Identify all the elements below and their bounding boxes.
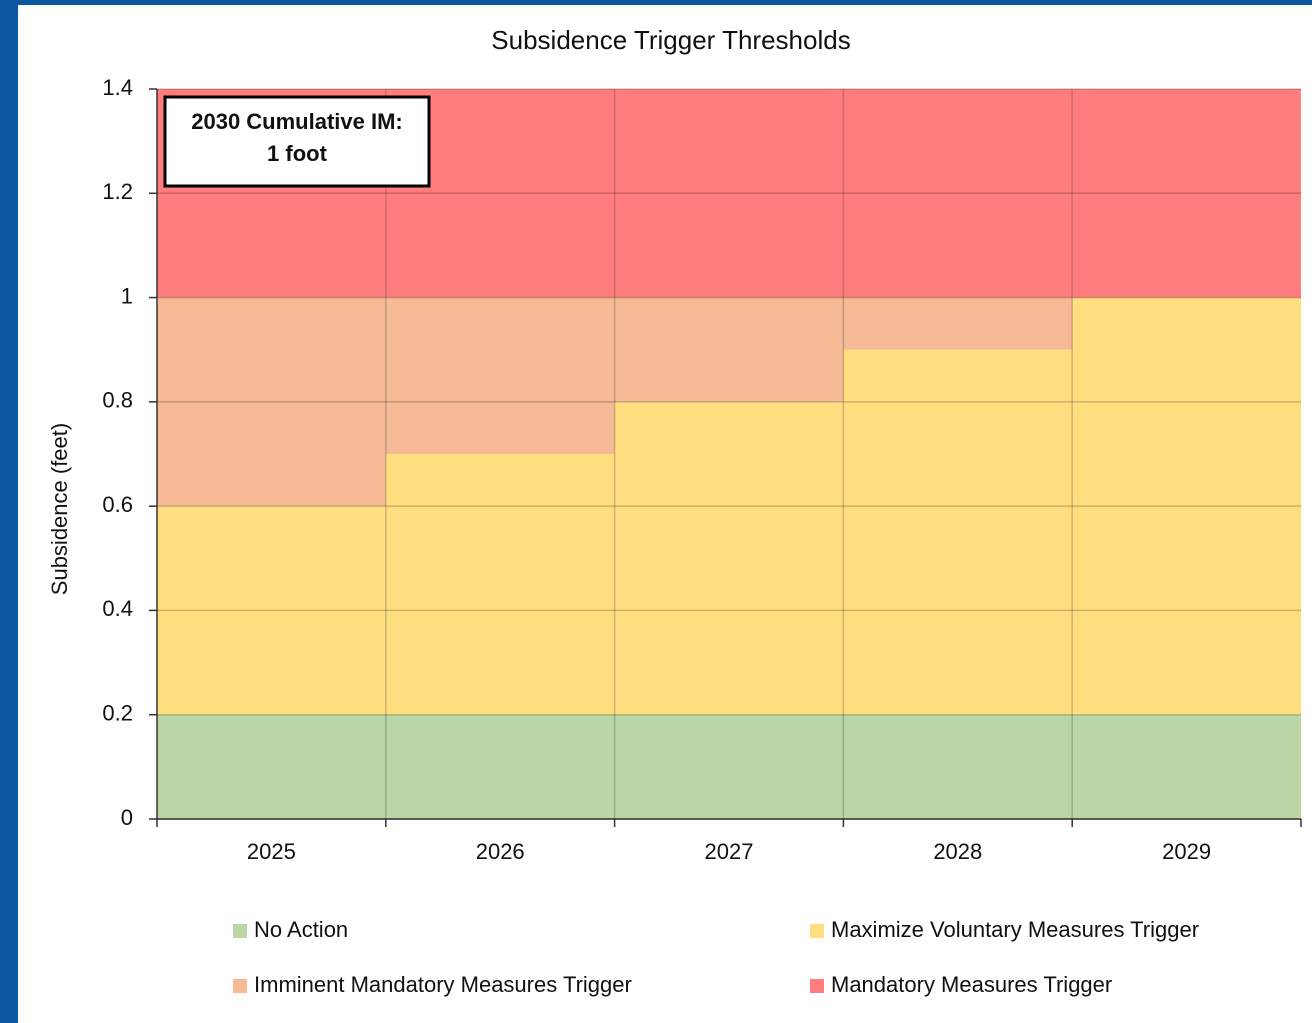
x-tick-label: 2028 — [933, 839, 982, 864]
bar-segment — [157, 506, 386, 715]
y-tick-label: 1 — [121, 283, 133, 308]
x-tick-label: 2025 — [247, 839, 296, 864]
bar-segment — [1072, 89, 1301, 298]
bar-segment — [1072, 297, 1301, 715]
bar-segment — [614, 89, 844, 298]
annotation-box — [163, 95, 431, 188]
bar-segment — [843, 297, 1073, 350]
bar-segment — [385, 454, 615, 715]
legend-label: Imminent Mandatory Measures Trigger — [254, 972, 632, 997]
legend-label: No Action — [254, 917, 348, 942]
x-tick-label: 2027 — [705, 839, 754, 864]
legend-swatch — [233, 979, 247, 993]
bar-segment — [843, 89, 1073, 298]
annotation-text: 1 foot — [267, 141, 328, 166]
annotation-text: 2030 Cumulative IM: — [191, 109, 403, 134]
y-tick-label: 0.8 — [102, 388, 133, 413]
y-axis-label: Subsidence (feet) — [47, 423, 72, 595]
y-tick-label: 0.6 — [102, 492, 133, 517]
legend-swatch — [233, 924, 247, 938]
bar-segment — [1072, 714, 1301, 819]
bar-segment — [385, 714, 615, 819]
y-tick-label: 0.2 — [102, 701, 133, 726]
y-tick-label: 1.2 — [102, 179, 133, 204]
bar-segment — [614, 714, 844, 819]
y-tick-label: 0.4 — [102, 596, 133, 621]
bar-segment — [843, 714, 1073, 819]
y-tick-label: 0 — [121, 805, 133, 830]
bar-segment — [614, 401, 844, 715]
x-tick-label: 2029 — [1162, 839, 1211, 864]
bar-segment — [157, 714, 386, 819]
legend-swatch — [810, 924, 824, 938]
legend-label: Mandatory Measures Trigger — [831, 972, 1112, 997]
bar-segment — [843, 349, 1073, 715]
legend-label: Maximize Voluntary Measures Trigger — [831, 917, 1199, 942]
x-tick-label: 2026 — [476, 839, 525, 864]
chart-title: Subsidence Trigger Thresholds — [491, 25, 850, 55]
legend-swatch — [810, 979, 824, 993]
bar-segment — [385, 297, 615, 454]
y-tick-label: 1.4 — [102, 75, 133, 100]
bar-segment — [157, 297, 386, 507]
bar-segment — [614, 297, 844, 402]
